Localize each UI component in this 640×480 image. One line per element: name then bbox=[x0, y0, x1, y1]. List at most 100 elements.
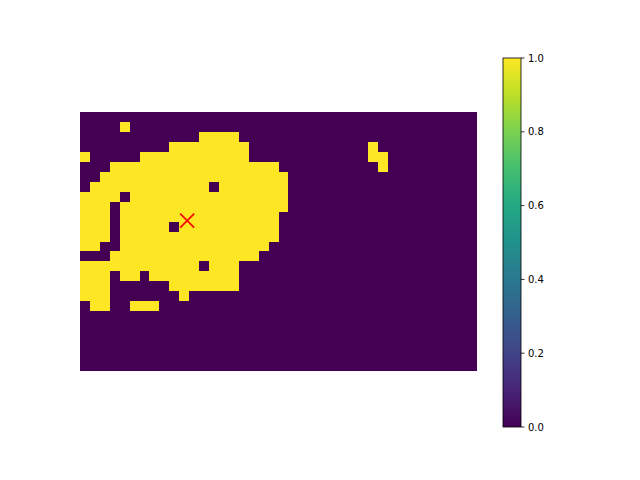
heatmap-cell bbox=[149, 192, 160, 203]
heatmap-cell bbox=[288, 331, 299, 342]
heatmap-cell bbox=[398, 142, 409, 153]
heatmap-cell bbox=[100, 261, 111, 272]
heatmap-cell bbox=[199, 172, 210, 183]
heatmap-cell bbox=[140, 291, 151, 302]
heatmap-cell bbox=[427, 321, 438, 332]
heatmap-cell bbox=[388, 192, 399, 203]
heatmap-cell bbox=[308, 291, 319, 302]
heatmap-cell bbox=[100, 291, 111, 302]
heatmap-cell bbox=[457, 132, 468, 143]
heatmap-cell bbox=[338, 212, 349, 223]
heatmap-cell bbox=[169, 162, 180, 173]
heatmap-cell bbox=[378, 122, 389, 133]
heatmap-cell bbox=[348, 222, 359, 233]
heatmap-cell bbox=[159, 222, 170, 233]
heatmap-cell bbox=[239, 361, 250, 371]
heatmap-cell bbox=[140, 351, 151, 362]
heatmap-cell bbox=[249, 192, 260, 203]
heatmap-cell bbox=[308, 271, 319, 282]
heatmap-cell bbox=[259, 162, 270, 173]
heatmap-cell bbox=[189, 122, 200, 133]
heatmap-cell bbox=[249, 311, 260, 322]
heatmap-cell bbox=[130, 162, 141, 173]
heatmap-cell bbox=[467, 172, 477, 183]
heatmap-cell bbox=[90, 202, 101, 213]
heatmap-cell bbox=[259, 142, 270, 153]
heatmap-cell bbox=[120, 122, 131, 133]
heatmap-cell bbox=[269, 291, 280, 302]
heatmap-cell bbox=[249, 261, 260, 272]
heatmap-cell bbox=[427, 291, 438, 302]
heatmap-cell bbox=[259, 281, 270, 292]
heatmap-cell bbox=[338, 321, 349, 332]
heatmap-cell bbox=[348, 182, 359, 193]
heatmap-cell bbox=[437, 172, 448, 183]
heatmap-cell bbox=[368, 212, 379, 223]
heatmap-cell bbox=[179, 341, 190, 352]
heatmap-cell bbox=[358, 281, 369, 292]
heatmap-cell bbox=[259, 291, 270, 302]
heatmap-cell bbox=[288, 341, 299, 352]
heatmap-cell bbox=[328, 311, 339, 322]
heatmap-cell bbox=[318, 152, 329, 163]
heatmap-cell bbox=[269, 182, 280, 193]
heatmap-cell bbox=[368, 132, 379, 143]
heatmap-cell bbox=[298, 281, 309, 292]
heatmap-cell bbox=[229, 212, 240, 223]
heatmap-cell bbox=[308, 212, 319, 223]
heatmap-cell bbox=[328, 361, 339, 371]
heatmap-cell bbox=[467, 132, 477, 143]
heatmap-cell bbox=[457, 351, 468, 362]
heatmap-cell bbox=[219, 351, 230, 362]
heatmap-cell bbox=[338, 301, 349, 312]
heatmap-cell bbox=[378, 242, 389, 253]
heatmap-cell bbox=[388, 271, 399, 282]
heatmap-cell bbox=[110, 251, 121, 262]
heatmap-cell bbox=[417, 172, 428, 183]
heatmap-cell bbox=[259, 182, 270, 193]
heatmap-cell bbox=[249, 212, 260, 223]
heatmap-cell bbox=[279, 242, 290, 253]
heatmap-cell bbox=[338, 271, 349, 282]
heatmap-cell bbox=[437, 192, 448, 203]
heatmap-cell bbox=[269, 242, 280, 253]
heatmap-cell bbox=[447, 202, 458, 213]
heatmap-cell bbox=[368, 202, 379, 213]
heatmap-cell bbox=[179, 162, 190, 173]
heatmap-cell bbox=[229, 261, 240, 272]
heatmap-cell bbox=[457, 122, 468, 133]
heatmap-cell bbox=[269, 261, 280, 272]
heatmap-cell bbox=[457, 341, 468, 352]
heatmap-cell bbox=[209, 132, 220, 143]
heatmap-cell bbox=[149, 261, 160, 272]
heatmap-cell bbox=[229, 361, 240, 371]
heatmap-cell bbox=[100, 251, 111, 262]
heatmap-cell bbox=[328, 132, 339, 143]
heatmap-cell bbox=[279, 232, 290, 243]
heatmap-cell bbox=[358, 232, 369, 243]
heatmap-cell bbox=[338, 122, 349, 133]
heatmap-cell bbox=[80, 212, 91, 223]
heatmap-cell bbox=[328, 281, 339, 292]
heatmap-cell bbox=[80, 251, 91, 262]
heatmap-cell bbox=[279, 212, 290, 223]
heatmap-cell bbox=[279, 361, 290, 371]
heatmap-cell bbox=[378, 281, 389, 292]
heatmap-cell bbox=[209, 242, 220, 253]
heatmap-cell bbox=[229, 351, 240, 362]
heatmap-cell bbox=[189, 271, 200, 282]
heatmap-cell bbox=[209, 261, 220, 272]
heatmap-cell bbox=[437, 321, 448, 332]
colorbar-tick bbox=[521, 131, 525, 132]
heatmap-cell bbox=[169, 142, 180, 153]
heatmap-cell bbox=[159, 122, 170, 133]
heatmap-cell bbox=[348, 232, 359, 243]
heatmap-cell bbox=[110, 182, 121, 193]
heatmap-cell bbox=[219, 212, 230, 223]
heatmap-cell bbox=[427, 212, 438, 223]
heatmap-cell bbox=[328, 172, 339, 183]
heatmap-cell bbox=[388, 311, 399, 322]
heatmap-cell bbox=[239, 301, 250, 312]
heatmap-cell bbox=[239, 162, 250, 173]
heatmap-cell bbox=[288, 112, 299, 123]
